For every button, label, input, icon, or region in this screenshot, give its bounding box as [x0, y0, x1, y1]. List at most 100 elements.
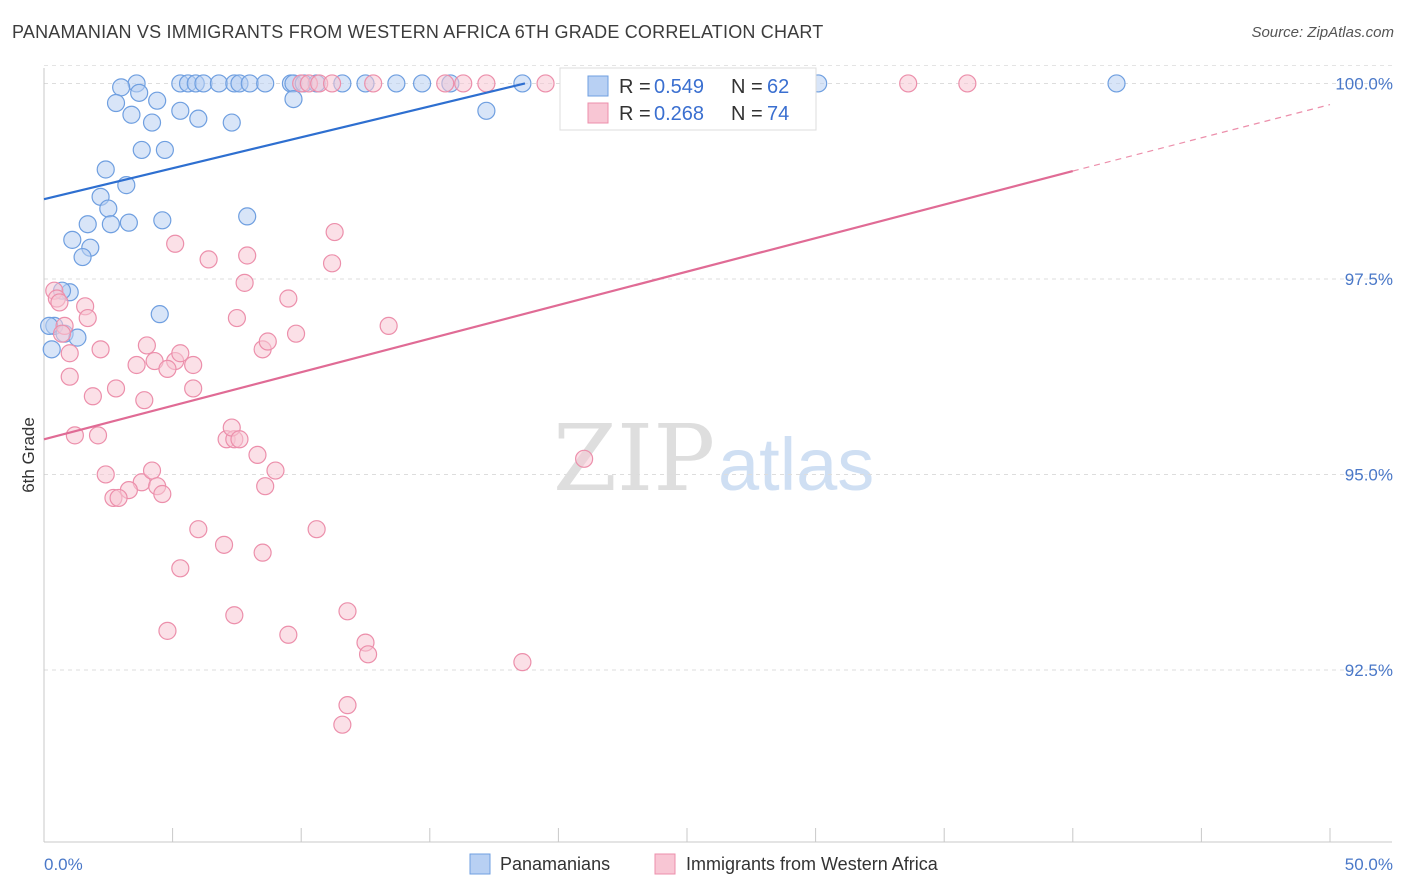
legend-r-immigrants: 0.268	[654, 103, 704, 125]
immigrants-point	[334, 716, 351, 733]
gridlines	[44, 65, 1392, 670]
panamanians-point	[102, 216, 119, 233]
immigrants-point	[84, 388, 101, 405]
immigrants-point	[326, 224, 343, 241]
y-tick-label: 100.0%	[1335, 74, 1393, 93]
immigrants-point	[455, 75, 472, 92]
panamanians-point	[120, 214, 137, 231]
legend-r-label-2: R =	[619, 103, 651, 125]
immigrants-point	[108, 380, 125, 397]
legend-n-label: N =	[731, 76, 763, 98]
series-legend: Panamanians Immigrants from Western Afri…	[470, 854, 939, 874]
panamanians-point	[133, 141, 150, 158]
immigrants-point	[110, 489, 127, 506]
immigrants-point	[239, 247, 256, 264]
immigrants-point	[308, 521, 325, 538]
bottom-legend-swatch-immigrants	[655, 854, 675, 874]
watermark-atlas: atlas	[718, 423, 874, 506]
immigrants-point	[365, 75, 382, 92]
immigrants-point	[259, 333, 276, 350]
panamanians-point	[123, 106, 140, 123]
bottom-legend-immigrants: Immigrants from Western Africa	[686, 854, 939, 874]
immigrants-point	[159, 360, 176, 377]
immigrants-point	[360, 646, 377, 663]
immigrants-point	[280, 626, 297, 643]
immigrants-point	[167, 235, 184, 252]
x-tick-label: 0.0%	[44, 855, 83, 874]
immigrants-point	[339, 697, 356, 714]
immigrants-point	[576, 450, 593, 467]
immigrants-point	[257, 478, 274, 495]
immigrants-point	[61, 368, 78, 385]
immigrants-point	[236, 274, 253, 291]
scatter-chart: ZIP atlas 100.0%97.5%95.0%92.5% 0.0% 50.0…	[0, 0, 1406, 892]
legend-swatch-panamanians	[588, 76, 608, 96]
immigrants-point	[79, 310, 96, 327]
correlation-legend: R = 0.549 N = 62 R = 0.268 N = 74	[560, 68, 816, 130]
immigrants-point	[185, 356, 202, 373]
immigrants-point	[339, 603, 356, 620]
immigrants-point	[900, 75, 917, 92]
bottom-legend-swatch-panamanians	[470, 854, 490, 874]
immigrants-point	[514, 654, 531, 671]
legend-n-label-2: N =	[731, 103, 763, 125]
panamanians-point	[43, 341, 60, 358]
legend-r-panamanians: 0.549	[654, 76, 704, 98]
panamanians-point	[113, 79, 130, 96]
immigrants-point	[267, 462, 284, 479]
immigrants-point	[159, 622, 176, 639]
panamanians-point	[241, 75, 258, 92]
y-tick-label: 92.5%	[1345, 661, 1393, 680]
immigrants-point	[478, 75, 495, 92]
panamanians-point	[64, 231, 81, 248]
immigrants-point	[144, 462, 161, 479]
y-tick-label: 95.0%	[1345, 465, 1393, 484]
immigrants-point	[228, 310, 245, 327]
legend-swatch-immigrants	[588, 103, 608, 123]
panamanians-point	[144, 114, 161, 131]
immigrants-point	[324, 255, 341, 272]
panamanians-point	[239, 208, 256, 225]
panamanians-point	[79, 216, 96, 233]
panamanians-point	[108, 95, 125, 112]
immigrants-point	[90, 427, 107, 444]
panamanians-point	[210, 75, 227, 92]
immigrants-trend-line	[44, 171, 1073, 439]
immigrants-point	[136, 392, 153, 409]
trend-lines	[44, 83, 1330, 439]
panamanians-point	[1108, 75, 1125, 92]
panamanians-point	[414, 75, 431, 92]
panamanians-point	[388, 75, 405, 92]
panamanians-point	[257, 75, 274, 92]
panamanians-point	[223, 114, 240, 131]
immigrants-point	[172, 560, 189, 577]
immigrants-point	[959, 75, 976, 92]
panamanians-point	[190, 110, 207, 127]
panamanians-point	[156, 141, 173, 158]
immigrants-point	[231, 431, 248, 448]
immigrants-point	[437, 75, 454, 92]
immigrants-point	[324, 75, 341, 92]
immigrants-point	[190, 521, 207, 538]
immigrants-point	[154, 486, 171, 503]
panamanians-point	[478, 102, 495, 119]
immigrants-point	[185, 380, 202, 397]
panamanians-point	[74, 249, 91, 266]
watermark: ZIP atlas	[553, 405, 874, 512]
y-axis-title: 6th Grade	[19, 417, 38, 493]
immigrants-point	[51, 294, 68, 311]
y-tick-labels: 100.0% 97.5% 95.0% 92.5%	[1335, 74, 1393, 680]
immigrants-point	[226, 607, 243, 624]
panamanians-point	[195, 75, 212, 92]
legend-n-panamanians: 62	[767, 76, 789, 98]
panamanians-point	[149, 92, 166, 109]
immigrants-point	[128, 356, 145, 373]
immigrants-point	[280, 290, 297, 307]
immigrants-point	[54, 325, 71, 342]
immigrants-point	[380, 317, 397, 334]
immigrants-point	[254, 544, 271, 561]
x-tick-label: 50.0%	[1345, 855, 1393, 874]
immigrants-point	[288, 325, 305, 342]
bottom-legend-panamanians: Panamanians	[500, 854, 610, 874]
panamanians-point	[172, 102, 189, 119]
